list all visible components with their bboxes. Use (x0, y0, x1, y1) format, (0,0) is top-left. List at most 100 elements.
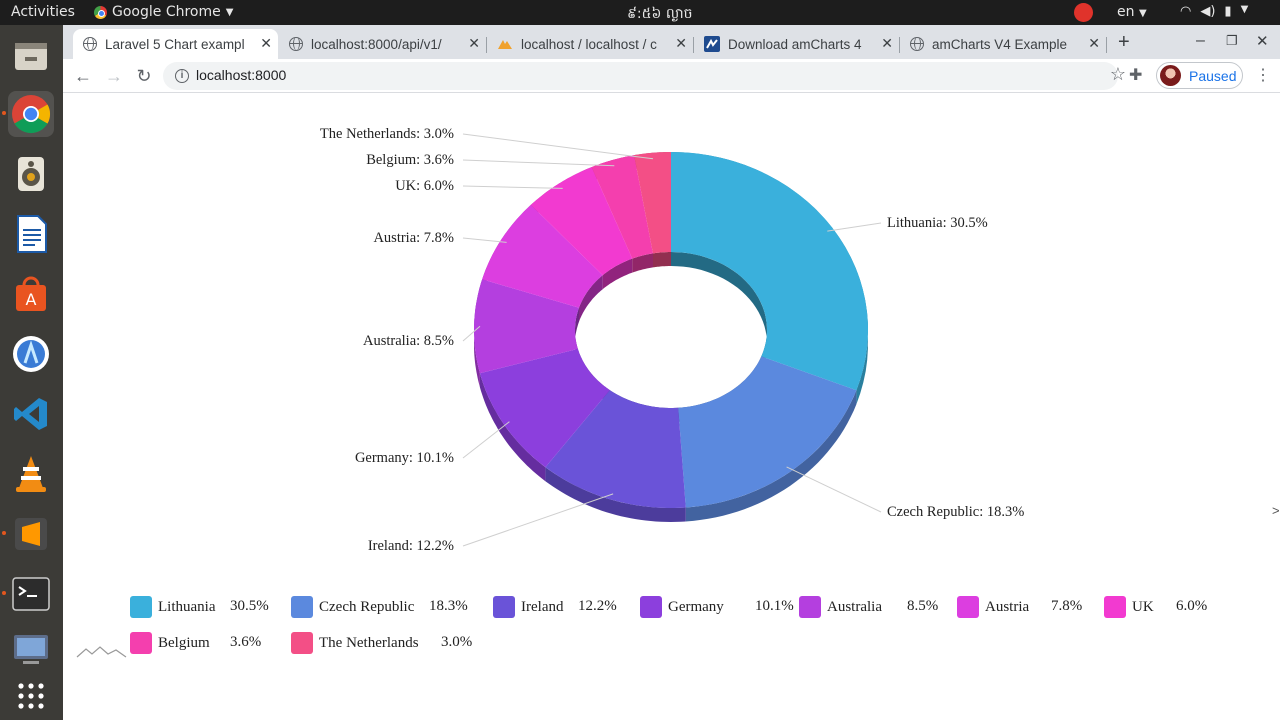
language-indicator[interactable]: en ▼ (1117, 4, 1147, 20)
dock-remote-desktop[interactable] (8, 626, 54, 672)
legend-item-belgium[interactable]: Belgium 3.6% (130, 632, 261, 654)
minimize-button[interactable]: – (1196, 32, 1205, 49)
app-menu[interactable]: Google Chrome ▼ (94, 4, 233, 20)
dock-terminal[interactable] (2, 571, 54, 617)
reload-button[interactable]: ↻ (136, 65, 152, 86)
legend-label: Ireland (521, 598, 564, 615)
dock-rhythmbox[interactable] (8, 151, 54, 197)
slice-ireland[interactable] (545, 390, 686, 508)
site-info-icon[interactable]: i (175, 69, 189, 83)
legend-item-uk[interactable]: UK 6.0% (1104, 596, 1207, 618)
slice-inner-wall-5 (579, 275, 603, 322)
label-tick-3 (462, 421, 510, 459)
slice-the-netherlands[interactable] (634, 152, 671, 254)
bookmark-star-icon[interactable]: ☆ (1109, 64, 1126, 84)
label-tick-0 (827, 222, 882, 232)
vlc-cone-icon (16, 456, 46, 492)
show-applications-button[interactable] (8, 673, 54, 719)
label-tick-1 (786, 466, 882, 513)
slice-label-germany: Germany: 10.1% (355, 450, 454, 466)
legend-value: 18.3% (429, 598, 468, 614)
running-indicator (2, 591, 6, 595)
tab-laravel-chart[interactable]: Laravel 5 Chart exampl ✕ (73, 29, 278, 59)
tab-separator (899, 37, 900, 53)
legend-value: 3.0% (441, 634, 473, 650)
speaker-icon (18, 157, 44, 191)
slice-czech-republic[interactable] (678, 356, 857, 508)
dock-sublime-text[interactable] (2, 511, 54, 557)
legend-item-austria[interactable]: Austria 7.8% (957, 596, 1082, 618)
legend-label: Austria (985, 598, 1030, 615)
close-tab-icon[interactable]: ✕ (881, 35, 893, 51)
legend-item-ireland[interactable]: Ireland 12.2% (493, 596, 617, 618)
slice-lithuania[interactable] (671, 152, 868, 391)
legend-swatch (130, 632, 152, 654)
tab-download-amcharts[interactable]: Download amCharts 4 ✕ (694, 29, 900, 59)
legend-label: Lithuania (158, 598, 216, 615)
tab-title: localhost / localhost / c (521, 36, 657, 52)
tab-phpmyadmin[interactable]: localhost / localhost / c ✕ (487, 29, 694, 59)
legend-value: 30.5% (230, 598, 269, 614)
chart-label-ticks (462, 133, 882, 547)
dock-files-manager[interactable] (8, 33, 54, 79)
legend-swatch (291, 596, 313, 618)
label-tick-2 (462, 493, 614, 547)
slice-label-ireland: Ireland: 12.2% (368, 538, 454, 554)
running-indicator (2, 531, 6, 535)
legend-item-the-netherlands[interactable]: The Netherlands 3.0% (291, 632, 472, 654)
activities-button[interactable]: Activities (11, 4, 75, 20)
dock-libreoffice-writer[interactable] (8, 211, 54, 257)
slice-side-3 (479, 373, 546, 482)
close-tab-icon[interactable]: ✕ (1088, 35, 1100, 51)
chrome-menu-icon[interactable]: ⋮ (1255, 67, 1271, 84)
close-tab-icon[interactable]: ✕ (675, 35, 687, 51)
slice-side-2 (545, 467, 686, 522)
chevron-down-icon: ▼ (225, 6, 234, 18)
legend-swatch (1104, 596, 1126, 618)
legend-item-australia[interactable]: Australia 8.5% (799, 596, 938, 618)
phpmyadmin-icon (498, 40, 512, 49)
legend-value: 8.5% (907, 598, 939, 614)
close-tab-icon[interactable]: ✕ (260, 35, 272, 51)
slice-germany[interactable] (479, 348, 610, 468)
address-bar[interactable]: i localhost:8000 ☆ (163, 62, 1126, 90)
wifi-icon: ◠ (1180, 4, 1192, 19)
donut-chart: Lithuania: 30.5% Czech Republic: 18.3% Ire… (320, 126, 1024, 554)
system-tray[interactable]: ◠ ◀) ▮ ▼ (1180, 4, 1248, 19)
scroll-indicator: > (1272, 503, 1280, 518)
clock[interactable]: ៩:៥៦ ល្ងាច (627, 6, 693, 22)
amcharts-logo-icon[interactable] (76, 645, 128, 659)
close-window-button[interactable]: ✕ (1256, 33, 1269, 50)
dock-vlc[interactable] (8, 451, 54, 497)
close-tab-icon[interactable]: ✕ (468, 35, 480, 51)
slice-australia[interactable] (474, 279, 579, 374)
record-indicator-icon[interactable] (1074, 3, 1093, 22)
tab-separator (486, 37, 487, 53)
restore-button[interactable]: ❐ (1226, 33, 1238, 48)
tab-strip: Laravel 5 Chart exampl ✕ localhost:8000/… (63, 25, 1280, 59)
tab-api[interactable]: localhost:8000/api/v1/ ✕ (279, 29, 487, 59)
dock-android-studio[interactable] (8, 331, 54, 377)
slice-belgium[interactable] (591, 155, 653, 259)
slice-uk[interactable] (530, 167, 633, 276)
dock-chrome[interactable] (2, 91, 54, 137)
dock-vscode[interactable] (8, 391, 54, 437)
slice-inner-wall-0 (671, 252, 767, 371)
profile-button[interactable]: Paused (1156, 62, 1243, 89)
extensions-puzzle-icon[interactable]: ✚ (1129, 67, 1143, 84)
dock: A (0, 25, 63, 720)
legend-item-germany[interactable]: Germany 10.1% (640, 596, 794, 618)
app-grid-icon (18, 683, 44, 709)
legend-item-czech-republic[interactable]: Czech Republic 18.3% (291, 596, 468, 618)
tab-amcharts-example[interactable]: amCharts V4 Example ✕ (900, 29, 1107, 59)
dock-software-center[interactable]: A (8, 271, 54, 317)
new-tab-button[interactable]: + (1118, 31, 1130, 53)
tab-title: Download amCharts 4 (728, 36, 862, 52)
back-button[interactable]: ← (74, 65, 92, 86)
slice-austria[interactable] (482, 204, 603, 308)
legend-item-lithuania[interactable]: Lithuania 30.5% (130, 596, 269, 618)
label-tick-7 (462, 159, 615, 167)
software-store-icon: A (16, 276, 46, 311)
label-tick-5 (462, 237, 507, 243)
forward-button[interactable]: → (105, 65, 123, 86)
